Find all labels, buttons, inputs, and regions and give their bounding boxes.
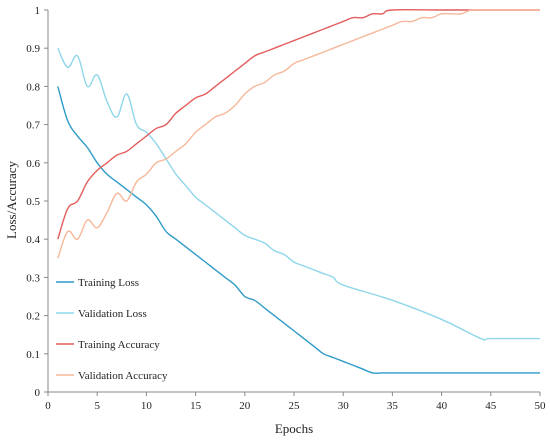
x-tick-label: 50 [535,400,547,412]
x-tick-label: 5 [94,400,100,412]
y-tick-label: 0.1 [26,349,40,361]
series-line-training-accuracy [57,8,540,240]
series-line-validation-loss [57,47,540,341]
x-tick-label: 25 [289,400,301,412]
y-tick-label: 0.4 [26,234,40,246]
y-tick-label: 0.9 [26,43,40,55]
y-tick-label: 0.5 [26,196,40,208]
x-tick-label: 40 [436,400,448,412]
legend-label-training-accuracy: Training Accuracy [78,339,160,351]
y-tick-label: 0.8 [26,81,40,93]
y-tick-label: 0.2 [26,311,40,323]
x-tick-label: 20 [239,400,251,412]
series-line-training-loss [57,86,540,374]
y-tick-label: 0.7 [26,120,40,132]
x-tick-label: 10 [141,400,153,412]
legend-label-validation-accuracy: Validation Accuracy [78,370,168,382]
x-tick-label: 35 [387,400,399,412]
legend-label-validation-loss: Validation Loss [78,308,147,320]
y-tick-label: 0.6 [26,158,40,170]
x-tick-label: 45 [485,400,497,412]
y-axis-label: Loss/Accuracy [4,161,19,239]
series-lines [57,8,540,374]
axes: 00.10.20.30.40.50.60.70.80.910 5 10 15 20 25 3… [26,5,546,412]
y-tick-label: 0 [35,387,41,399]
x-tick-label: 30 [338,400,350,412]
x-tick-label: 15 [190,400,202,412]
y-tick-label: 1 [35,5,41,17]
x-tick-label: 0 [45,400,51,412]
x-axis-label: Epochs [275,421,313,436]
legend-label-training-loss: Training Loss [78,277,139,289]
y-tick-label: 0.3 [26,272,40,284]
series-line-validation-accuracy [57,8,540,259]
legend: Training Loss Validation Loss Training Acc… [56,277,168,382]
